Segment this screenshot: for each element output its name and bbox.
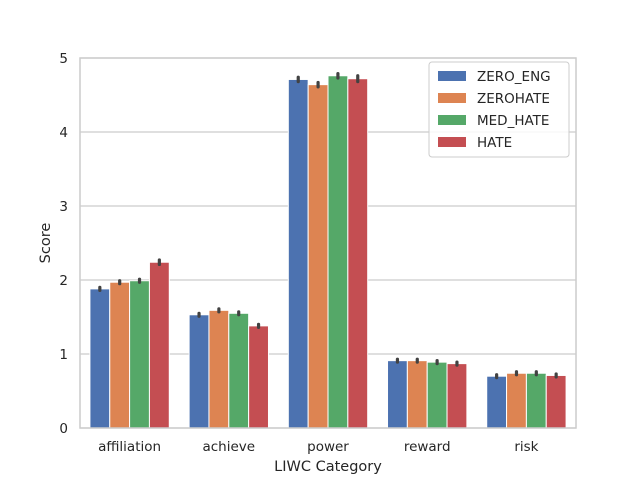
bar-hate-power [347,78,369,429]
bar-med-hate-risk [525,372,547,429]
bar-zerohate-power [307,84,329,429]
x-tick-label-power: power [307,439,349,455]
bar-zero-eng-affiliation [89,288,111,429]
legend-label: HATE [477,135,512,151]
legend-label: ZERO_ENG [477,69,551,85]
bar-med-hate-reward [426,361,448,429]
x-tick-label-affiliation: affiliation [98,439,161,455]
bar-zero-eng-achieve [188,314,210,429]
y-tick-label: 2 [59,273,68,289]
bar-hate-risk [545,374,567,429]
bar-med-hate-power [327,75,349,429]
bar-zerohate-reward [406,360,428,429]
legend-swatch [438,137,466,147]
bar-zero-eng-risk [486,375,508,429]
legend-box [428,61,570,158]
bar-zero-eng-power [287,78,309,429]
x-tick-label-reward: reward [404,439,451,455]
legend-swatch [438,93,466,103]
y-tick-label: 3 [59,199,68,215]
bar-hate-affiliation [148,261,170,429]
y-tick-label: 5 [59,51,68,67]
bar-zerohate-achieve [208,309,230,429]
bar-zero-eng-reward [387,360,408,429]
bar-med-hate-achieve [228,312,250,429]
bar-hate-reward [446,363,468,429]
y-axis-title: Score [38,223,54,264]
bar-med-hate-affiliation [129,280,150,429]
y-tick-label: 0 [59,421,68,437]
y-tick-label: 1 [59,347,68,363]
plot-frame [79,57,577,429]
legend-label: MED_HATE [477,113,549,129]
x-axis-title: LIWC Category [274,459,382,475]
legend-swatch [438,115,466,125]
bars [89,75,567,429]
x-tick-label-achieve: achieve [202,439,255,455]
y-tick-labels: 0 1 2 3 4 5 [59,51,68,437]
bar-hate-achieve [248,325,269,429]
x-tick-label-risk: risk [514,439,538,455]
legend-swatch [438,71,466,81]
legend: ZERO_ENG ZEROHATE MED_HATE HATE [428,61,570,158]
y-tick-label: 4 [59,125,68,141]
bar-zerohate-risk [506,372,527,429]
bar-zerohate-affiliation [109,281,131,429]
legend-label: ZEROHATE [477,91,550,107]
error-bars [98,71,558,380]
x-tick-labels: affiliation achieve power reward risk [98,439,539,455]
